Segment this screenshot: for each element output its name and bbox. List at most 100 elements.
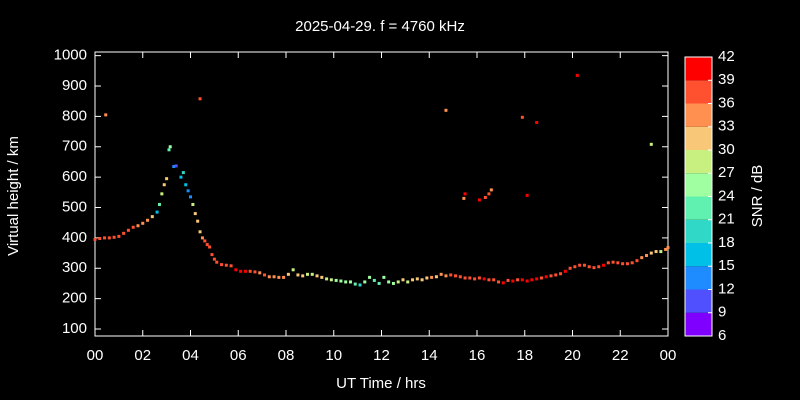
data-point [645, 254, 649, 258]
data-point [267, 275, 271, 279]
data-point [635, 259, 639, 263]
data-point [487, 192, 491, 196]
data-point [200, 236, 204, 240]
colorbar-swatch [685, 57, 712, 81]
data-point [212, 257, 216, 261]
data-point [277, 275, 281, 279]
colorbar-tick-label: 39 [718, 71, 735, 88]
data-point [401, 278, 405, 282]
data-point [406, 280, 410, 284]
y-tick-label: 500 [62, 198, 87, 215]
y-tick-label: 700 [62, 138, 87, 155]
colorbar-swatch [685, 312, 712, 336]
data-point [146, 218, 150, 222]
data-point [606, 261, 610, 265]
x-tick-label: 10 [325, 347, 342, 364]
data-point [193, 212, 197, 216]
data-point [186, 189, 190, 193]
data-point [449, 273, 453, 277]
data-point [483, 195, 487, 199]
data-point [179, 175, 183, 179]
data-point [155, 210, 159, 214]
data-point [587, 265, 591, 269]
data-point [664, 247, 668, 251]
data-point [411, 278, 415, 282]
x-tick-label: 08 [278, 347, 295, 364]
data-point [141, 221, 145, 225]
data-point [568, 266, 572, 270]
data-point [559, 272, 563, 276]
data-point [172, 165, 176, 169]
data-point [535, 277, 539, 281]
data-point [420, 278, 424, 282]
data-point [482, 277, 486, 281]
data-point [258, 271, 262, 275]
data-point [107, 236, 111, 240]
data-point [463, 276, 467, 280]
data-point [575, 73, 579, 77]
data-point [208, 245, 212, 249]
colorbar-swatch [685, 80, 712, 104]
data-point [168, 145, 172, 149]
x-tick-label: 12 [373, 347, 390, 364]
data-point [136, 224, 140, 228]
data-point [430, 275, 434, 279]
data-point [103, 236, 107, 240]
y-axis-label: Virtual height / km [5, 136, 22, 256]
y-tick-label: 100 [62, 320, 87, 337]
y-tick-label: 300 [62, 259, 87, 276]
data-point [434, 275, 438, 279]
data-point [334, 278, 338, 282]
data-point [160, 192, 164, 196]
data-point [301, 274, 305, 278]
chart-title: 2025-04-29. f = 4760 kHz [295, 18, 465, 35]
data-point [122, 231, 126, 235]
x-tick-label: 22 [612, 347, 629, 364]
data-point [189, 195, 192, 199]
colorbar-label: SNR / dB [749, 165, 766, 228]
colorbar-tick-label: 42 [718, 48, 735, 65]
data-point [554, 273, 558, 277]
data-point [98, 236, 102, 240]
data-point [621, 262, 625, 266]
data-point [339, 279, 343, 283]
data-point [477, 198, 481, 202]
colorbar-tick-label: 33 [718, 118, 735, 135]
data-point [239, 269, 243, 273]
data-point [454, 274, 458, 278]
data-point [215, 260, 219, 264]
data-point [184, 183, 188, 187]
data-point [573, 265, 577, 269]
data-point [487, 278, 491, 282]
y-tick-label: 800 [62, 107, 87, 124]
data-point [224, 263, 228, 267]
data-point [310, 272, 314, 276]
data-point [535, 120, 539, 124]
data-point [659, 250, 663, 254]
data-point [387, 280, 391, 284]
data-point [544, 275, 548, 279]
data-point [654, 250, 658, 254]
data-point [530, 278, 534, 282]
colorbar-swatch [685, 266, 712, 290]
colorbar-swatch [685, 219, 712, 243]
data-point [243, 269, 247, 273]
data-point [520, 115, 524, 119]
colorbar-tick-label: 15 [718, 257, 735, 274]
data-point [549, 274, 553, 278]
data-point [162, 183, 166, 187]
y-tick-label: 900 [62, 77, 87, 94]
data-point [203, 239, 207, 243]
colorbar-tick-label: 36 [718, 94, 735, 111]
data-point [272, 275, 276, 279]
data-point [444, 274, 448, 278]
x-tick-label: 00 [87, 347, 104, 364]
data-point [473, 277, 477, 281]
x-tick-label: 16 [469, 347, 486, 364]
colorbar-swatch [685, 173, 712, 197]
data-point [578, 263, 582, 267]
x-tick-label: 06 [230, 347, 247, 364]
data-point [229, 264, 233, 268]
data-point [234, 268, 238, 272]
